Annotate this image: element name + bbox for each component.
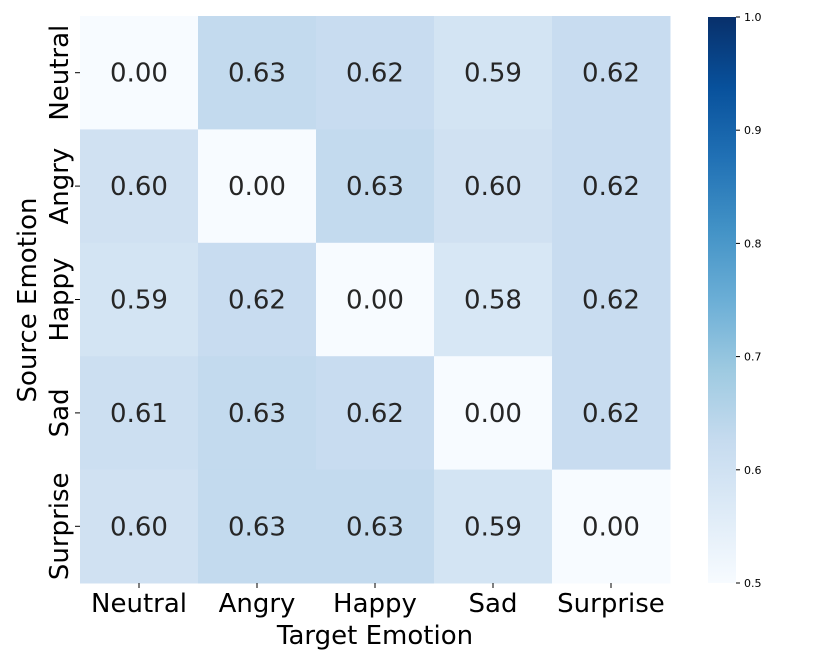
cell-value-label: 0.62 (346, 399, 404, 429)
heatmap-cell (316, 469, 435, 584)
colorbar-tick-label: 0.6 (744, 464, 762, 477)
x-axis-label: Target Emotion (276, 621, 473, 651)
heatmap-cell (316, 129, 435, 244)
cell-value-label: 0.63 (346, 172, 404, 202)
cell-value-label: 0.62 (582, 172, 640, 202)
heatmap-cell (552, 469, 671, 584)
y-axis-label: Source Emotion (13, 197, 43, 402)
x-tick-label: Surprise (557, 589, 665, 619)
heatmap-cells (80, 16, 671, 584)
colorbar-ticks: 0.5 0.6 0.7 0.8 0.9 1.0 (736, 11, 762, 590)
y-tick-label: Surprise (45, 472, 75, 580)
cell-value-label: 0.60 (464, 172, 522, 202)
y-tick-label: Angry (45, 148, 75, 225)
heatmap-cell (198, 469, 317, 584)
cell-value-label: 0.62 (582, 59, 640, 89)
colorbar-tick-label: 0.7 (744, 351, 762, 364)
cell-value-label: 0.59 (110, 286, 168, 316)
heatmap-cell (80, 16, 199, 130)
cell-value-label: 0.63 (228, 59, 286, 89)
cell-value-label: 0.00 (228, 172, 286, 202)
heatmap-cell (434, 129, 553, 244)
cell-value-label: 0.62 (582, 286, 640, 316)
cell-value-label: 0.62 (582, 399, 640, 429)
heatmap-cell (80, 469, 199, 584)
cell-value-label: 0.60 (110, 512, 168, 542)
cell-value-label: 0.61 (110, 399, 168, 429)
heatmap-cell (80, 356, 199, 471)
y-tick-label: Happy (45, 258, 75, 342)
y-tick-label: Sad (45, 388, 75, 437)
heatmap-cell (198, 242, 317, 357)
cell-value-label: 0.58 (464, 286, 522, 316)
colorbar-tick-label: 0.9 (744, 124, 762, 137)
heatmap-cell (552, 356, 671, 471)
heatmap-cell (316, 16, 435, 130)
heatmap-cell (80, 129, 199, 244)
heatmap-cell (316, 356, 435, 471)
y-tick-labels: Neutral Angry Happy Sad Surprise (45, 25, 80, 580)
colorbar (708, 17, 736, 583)
heatmap-cell (552, 242, 671, 357)
heatmap-cell (80, 242, 199, 357)
heatmap-cell (198, 16, 317, 130)
colorbar-tick-label: 0.8 (744, 237, 762, 250)
heatmap-cell (198, 129, 317, 244)
cell-value-label: 0.62 (346, 59, 404, 89)
y-tick-label: Neutral (45, 25, 75, 121)
colorbar-tick-label: 0.5 (744, 577, 762, 590)
heatmap-cell (434, 16, 553, 130)
heatmap-cell (552, 129, 671, 244)
heatmap-cell (198, 356, 317, 471)
heatmap-cell (434, 469, 553, 584)
heatmap-cell (552, 16, 671, 130)
cell-value-label: 0.59 (464, 512, 522, 542)
cell-value-label: 0.63 (346, 512, 404, 542)
heatmap-cell (434, 356, 553, 471)
cell-value-label: 0.63 (228, 512, 286, 542)
x-tick-label: Neutral (91, 589, 187, 619)
x-tick-label: Sad (469, 589, 518, 619)
heatmap-cell (434, 242, 553, 357)
cell-value-label: 0.60 (110, 172, 168, 202)
cell-value-label: 0.00 (110, 59, 168, 89)
cell-value-label: 0.00 (582, 512, 640, 542)
cell-value-label: 0.63 (228, 399, 286, 429)
heatmap-cell (316, 242, 435, 357)
cell-value-label: 0.62 (228, 286, 286, 316)
cell-value-label: 0.00 (346, 286, 404, 316)
x-tick-label: Happy (333, 589, 417, 619)
cell-value-label: 0.59 (464, 59, 522, 89)
heatmap-cell-labels: 0.00 0.63 0.62 0.59 0.62 0.60 0.00 0.63 0.60 0.62… (110, 59, 640, 543)
x-tick-labels: Neutral Angry Happy Sad Surprise (91, 583, 665, 619)
cell-value-label: 0.00 (464, 399, 522, 429)
colorbar-tick-label: 1.0 (744, 11, 762, 24)
x-tick-label: Angry (219, 589, 296, 619)
